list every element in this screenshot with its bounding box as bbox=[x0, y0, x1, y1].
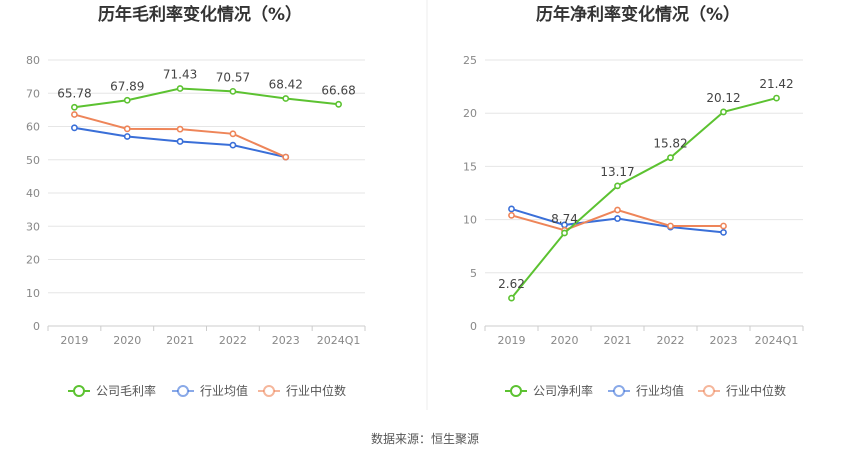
series-line bbox=[74, 87, 339, 109]
legend-item: 公司净利率 bbox=[505, 383, 593, 398]
data-point bbox=[71, 103, 78, 111]
legend-item: 公司毛利率 bbox=[68, 383, 156, 398]
data-point bbox=[614, 182, 621, 190]
x-tick-label: 2021 bbox=[604, 334, 632, 347]
data-point bbox=[335, 100, 342, 108]
legend-item: 行业均值 bbox=[172, 383, 248, 398]
chart-title: 历年净利率变化情况（%） bbox=[536, 4, 740, 25]
data-point bbox=[508, 205, 515, 213]
data-point bbox=[229, 141, 237, 149]
chart-title: 历年毛利率变化情况（%） bbox=[98, 4, 302, 25]
legend-label: 行业均值 bbox=[200, 383, 248, 398]
x-tick-label: 2022 bbox=[657, 334, 685, 347]
legend-swatch-marker bbox=[73, 385, 85, 397]
legend-swatch-marker bbox=[703, 385, 715, 397]
data-label: 71.43 bbox=[163, 67, 197, 81]
data-label: 70.57 bbox=[216, 70, 250, 84]
data-label: 68.42 bbox=[269, 78, 303, 92]
legend-label: 公司毛利率 bbox=[96, 383, 156, 398]
y-tick-label: 20 bbox=[26, 254, 40, 267]
series-line bbox=[510, 97, 777, 299]
legend-swatch-marker bbox=[510, 385, 522, 397]
data-label: 13.17 bbox=[600, 165, 634, 179]
x-tick-label: 2020 bbox=[551, 334, 579, 347]
x-tick-label: 2021 bbox=[166, 334, 194, 347]
x-tick-label: 2019 bbox=[60, 334, 88, 347]
data-label: 8.74 bbox=[551, 212, 578, 226]
x-tick-label: 2023 bbox=[710, 334, 738, 347]
source-note: 数据来源：恒生聚源 bbox=[370, 432, 479, 446]
y-tick-label: 10 bbox=[26, 287, 40, 300]
legend-swatch-marker bbox=[263, 385, 275, 397]
chart-panel-1: 历年毛利率变化情况（%） 0 10 20 30 40 50 60 70 80 2019 2020 202… bbox=[26, 4, 366, 398]
data-point bbox=[508, 211, 515, 219]
y-tick-label: 50 bbox=[26, 154, 40, 167]
legend-item: 行业中位数 bbox=[258, 383, 346, 398]
y-tick-label: 20 bbox=[463, 107, 477, 120]
data-label: 21.42 bbox=[759, 77, 793, 91]
legend-item: 行业中位数 bbox=[698, 383, 786, 398]
y-tick-label: 0 bbox=[33, 320, 40, 333]
y-tick-label: 40 bbox=[26, 187, 40, 200]
data-point bbox=[282, 95, 290, 102]
y-tick-label: 70 bbox=[26, 87, 40, 100]
legend-label: 行业中位数 bbox=[726, 383, 786, 398]
y-tick-label: 60 bbox=[26, 121, 40, 134]
y-tick-label: 30 bbox=[26, 220, 40, 233]
data-point bbox=[123, 96, 131, 104]
data-point bbox=[176, 138, 184, 145]
data-point bbox=[773, 94, 780, 102]
data-point bbox=[720, 222, 727, 230]
data-point bbox=[667, 154, 674, 162]
data-label: 66.68 bbox=[321, 83, 355, 97]
data-point bbox=[614, 215, 621, 222]
data-point bbox=[720, 108, 727, 116]
x-tick-label: 2019 bbox=[498, 334, 526, 347]
data-point bbox=[561, 229, 568, 237]
legend-label: 行业中位数 bbox=[286, 383, 346, 398]
legend-item: 行业均值 bbox=[608, 383, 684, 398]
x-tick-label: 2024Q1 bbox=[755, 334, 799, 347]
x-tick-label: 2024Q1 bbox=[317, 334, 361, 347]
x-tick-label: 2020 bbox=[113, 334, 141, 347]
y-tick-label: 80 bbox=[26, 54, 40, 67]
data-point bbox=[71, 124, 78, 132]
data-point bbox=[123, 133, 131, 140]
data-point bbox=[720, 228, 727, 236]
data-point bbox=[508, 294, 515, 302]
data-label: 15.82 bbox=[653, 137, 687, 151]
x-tick-label: 2023 bbox=[272, 334, 300, 347]
data-point bbox=[176, 85, 184, 92]
legend-swatch-marker bbox=[177, 385, 189, 397]
data-point bbox=[667, 222, 674, 230]
data-label: 65.78 bbox=[57, 86, 91, 100]
legend-label: 行业均值 bbox=[636, 383, 684, 398]
data-point bbox=[71, 111, 78, 118]
y-tick-label: 0 bbox=[470, 320, 477, 333]
x-tick-label: 2022 bbox=[219, 334, 247, 347]
chart-panel-2: 历年净利率变化情况（%） 0 5 10 15 20 25 2019 2020 2021 2022 20… bbox=[463, 4, 804, 398]
data-point bbox=[229, 87, 237, 95]
data-label: 67.89 bbox=[110, 79, 144, 93]
data-point bbox=[229, 130, 237, 138]
data-point bbox=[176, 125, 184, 133]
data-point bbox=[614, 206, 621, 214]
legend-label: 公司净利率 bbox=[533, 383, 593, 398]
legend-swatch-marker bbox=[613, 385, 625, 397]
y-tick-label: 25 bbox=[463, 54, 477, 67]
y-tick-label: 15 bbox=[463, 160, 477, 173]
data-point bbox=[282, 153, 290, 161]
data-point bbox=[123, 125, 131, 133]
y-tick-label: 5 bbox=[470, 267, 477, 280]
y-tick-label: 10 bbox=[463, 214, 477, 227]
data-label: 20.12 bbox=[706, 91, 740, 105]
data-label: 2.62 bbox=[498, 277, 525, 291]
